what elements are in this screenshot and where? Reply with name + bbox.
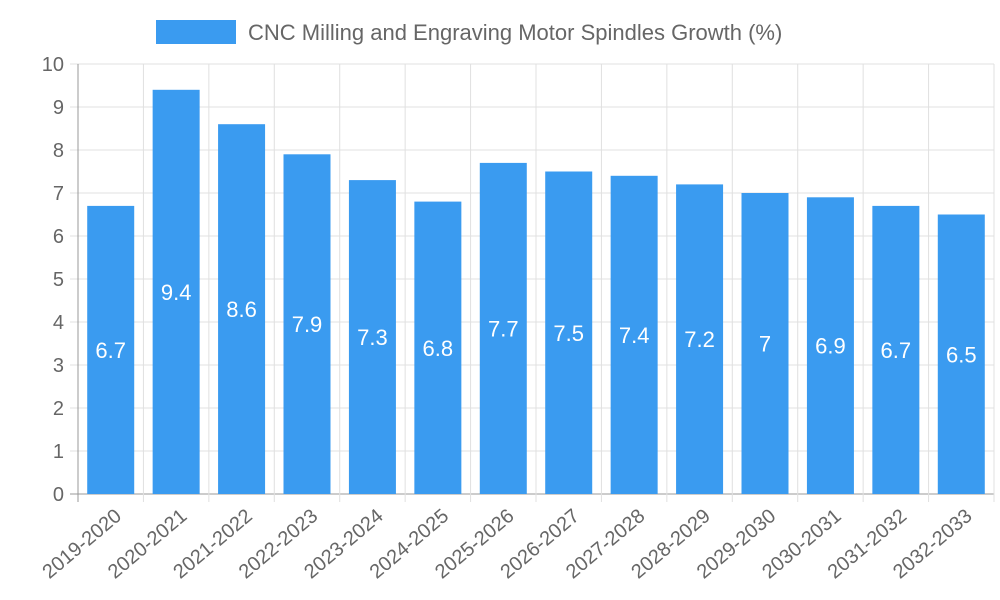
bar bbox=[218, 124, 266, 494]
bar bbox=[87, 205, 135, 494]
bar bbox=[610, 175, 658, 495]
data-label: 6.9 bbox=[815, 334, 846, 359]
bar bbox=[741, 193, 789, 494]
data-label: 6.7 bbox=[95, 338, 126, 363]
bar bbox=[152, 89, 200, 495]
bar bbox=[479, 162, 527, 494]
legend: CNC Milling and Engraving Motor Spindles… bbox=[156, 20, 782, 45]
data-label: 6.8 bbox=[423, 336, 454, 361]
y-tick-label: 5 bbox=[53, 269, 64, 291]
legend-swatch bbox=[156, 20, 236, 44]
bar bbox=[872, 205, 920, 494]
bar bbox=[806, 197, 854, 495]
y-tick-label: 7 bbox=[53, 183, 64, 205]
y-tick-label: 6 bbox=[53, 226, 64, 248]
data-label: 7.9 bbox=[292, 312, 323, 337]
y-tick-label: 3 bbox=[53, 355, 64, 377]
bar bbox=[676, 184, 724, 494]
bar bbox=[348, 180, 396, 494]
bar bbox=[283, 154, 331, 495]
data-label: 7.4 bbox=[619, 323, 650, 348]
data-label: 9.4 bbox=[161, 280, 192, 305]
data-label: 8.6 bbox=[226, 297, 257, 322]
bar bbox=[937, 214, 985, 494]
data-label: 6.7 bbox=[881, 338, 912, 363]
data-label: 7 bbox=[759, 332, 771, 357]
y-tick-label: 9 bbox=[53, 97, 64, 119]
bar-series bbox=[87, 89, 985, 495]
data-label: 7.5 bbox=[553, 321, 584, 346]
data-label: 7.3 bbox=[357, 325, 388, 350]
y-tick-label: 4 bbox=[53, 312, 64, 334]
bar bbox=[545, 171, 593, 494]
data-label: 7.7 bbox=[488, 316, 519, 341]
bar bbox=[414, 201, 462, 494]
y-tick-label: 8 bbox=[53, 140, 64, 162]
y-tick-label: 0 bbox=[53, 484, 64, 506]
y-tick-label: 1 bbox=[53, 441, 64, 463]
legend-label: CNC Milling and Engraving Motor Spindles… bbox=[248, 20, 782, 45]
y-tick-label: 2 bbox=[53, 398, 64, 420]
grid bbox=[70, 63, 995, 502]
x-axis: 2019-20202020-20212021-20222022-20232023… bbox=[39, 505, 977, 583]
data-label: 7.2 bbox=[684, 327, 715, 352]
y-tick-label: 10 bbox=[42, 54, 64, 76]
y-axis: 0 1 2 3 4 5 6 7 8 9 10 bbox=[42, 54, 64, 506]
data-labels: 6.7 9.4 8.6 7.9 7.3 6.8 7.7 7.5 7.4 7.2 7 6.9 6.7 6.5 bbox=[95, 280, 976, 367]
data-label: 6.5 bbox=[946, 342, 977, 367]
